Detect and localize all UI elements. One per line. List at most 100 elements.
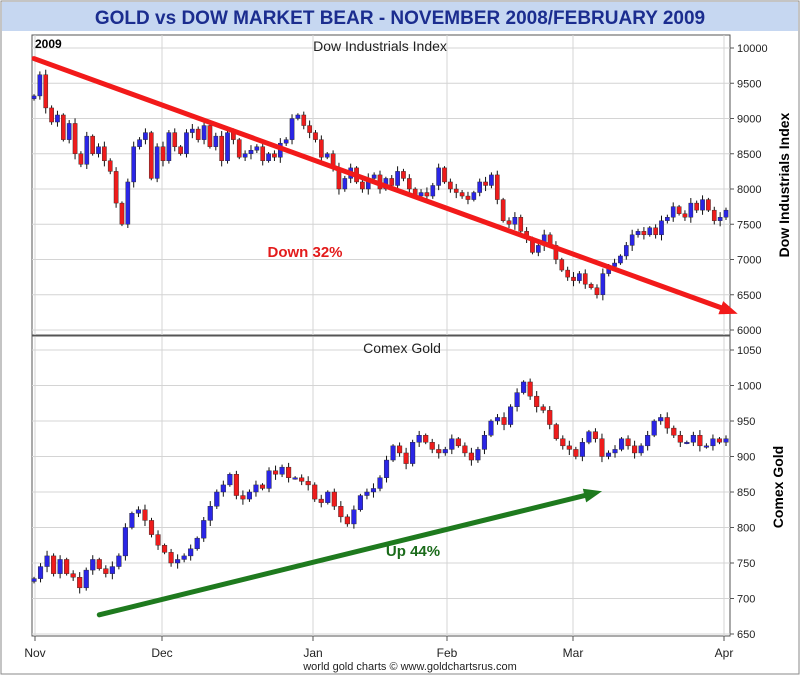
gold-candle <box>312 482 318 502</box>
dow-candle-body <box>102 146 107 161</box>
dow-candle-body <box>360 181 365 190</box>
gold-candle <box>521 380 527 395</box>
dow-candle <box>582 269 588 289</box>
gold-candle <box>553 422 559 441</box>
dow-candle-body <box>395 171 400 186</box>
gold-candle <box>201 516 207 542</box>
gold-candle-body <box>292 477 298 480</box>
dow-candle <box>494 170 500 205</box>
x-tick-label: Jan <box>303 646 322 660</box>
dow-candle <box>236 137 242 160</box>
gold-candle <box>233 470 239 500</box>
dow-candle-body <box>389 178 395 186</box>
gold-candle-body <box>96 559 102 569</box>
gold-candle-body <box>658 417 664 422</box>
gold-candle <box>292 476 298 480</box>
dow-candle-body <box>430 185 436 197</box>
dow-candle <box>700 195 705 215</box>
dow-candle <box>72 118 78 160</box>
gold-candle <box>168 548 174 567</box>
dow-candle-body <box>635 231 641 236</box>
gold-y-axis-label: Comex Gold <box>770 446 786 528</box>
gold-arrow-head <box>582 488 602 503</box>
gold-candle-body <box>455 438 461 447</box>
gold-candle-body <box>246 491 252 500</box>
x-tick-label: Mar <box>563 646 584 660</box>
gold-candle-body <box>521 381 527 393</box>
dow-candle <box>172 128 178 152</box>
gold-candle <box>527 378 533 400</box>
dow-candle <box>653 224 658 239</box>
gold-candle <box>325 490 331 505</box>
gold-candle <box>455 437 461 448</box>
dow-candle-body <box>401 171 406 179</box>
gold-candle <box>547 406 553 430</box>
dow-candle <box>143 128 148 145</box>
gold-candle-body <box>638 445 644 454</box>
dow-candle <box>465 191 471 205</box>
dow-candle <box>629 229 635 251</box>
dow-candle <box>600 268 606 301</box>
gold-candle-body <box>135 509 142 514</box>
dow-candle-body <box>477 181 483 193</box>
dow-candle <box>512 212 518 230</box>
gold-candle <box>579 438 585 462</box>
dow-candle <box>66 120 72 144</box>
dow-candle-body <box>160 146 166 161</box>
dow-candle-body <box>659 220 664 236</box>
dow-candle-body <box>448 181 453 190</box>
gold-candle-body <box>51 555 57 574</box>
dow-candle <box>248 145 254 160</box>
gold-candle <box>351 505 357 529</box>
gold-candle-body <box>253 484 259 493</box>
dow-candle <box>96 143 101 158</box>
gold-candle-body <box>645 435 651 447</box>
gold-candle <box>475 446 481 463</box>
gold-candle <box>403 447 409 470</box>
gold-candle-body <box>370 488 377 493</box>
gold-candle-body <box>44 555 50 567</box>
gold-candle <box>703 443 709 449</box>
gold-candle <box>70 570 76 581</box>
dow-candle-body <box>37 74 43 97</box>
gold-candle <box>272 465 279 480</box>
gold-y-tick-label: 800 <box>737 523 755 535</box>
gold-candle <box>305 476 311 491</box>
gold-candle-body <box>671 427 677 436</box>
dow-candle-body <box>588 283 594 288</box>
gold-candle <box>227 472 233 487</box>
dow-candle <box>401 168 406 182</box>
page-title: GOLD vs DOW MARKET BEAR - NOVEMBER 2008/… <box>95 8 705 29</box>
dow-candle-body <box>500 199 506 221</box>
dow-candle-body <box>706 199 711 211</box>
gold-candle <box>645 430 651 451</box>
dow-candle <box>283 137 289 146</box>
dow-candle <box>670 202 676 222</box>
gold-candle-body <box>168 552 174 564</box>
gold-candle-body <box>429 442 435 450</box>
gold-candle-body <box>142 509 148 521</box>
gold-y-tick-label: 1000 <box>737 381 761 393</box>
gold-candle-body <box>357 495 363 510</box>
gold-candle-body <box>194 537 200 550</box>
gold-candle-body <box>305 481 311 486</box>
gold-candle <box>377 475 383 492</box>
dow-candle-body <box>711 209 717 221</box>
gold-candle <box>618 437 625 452</box>
dow-y-ticks: 6000 6500 7000 7500 8000 8500 9000 9500 10000 <box>730 43 768 337</box>
dow-candle-body <box>213 135 219 147</box>
gold-candle-body <box>573 449 579 457</box>
gold-candle-body <box>697 435 703 447</box>
gold-candle-body <box>618 438 625 450</box>
gold-candle <box>142 504 148 527</box>
x-axis-months: Nov Dec Jan Feb Mar Apr <box>24 636 733 660</box>
gold-candle <box>658 414 664 425</box>
dow-candle <box>360 178 365 193</box>
gold-y-tick-label: 750 <box>737 558 755 570</box>
gold-panel-title: Comex Gold <box>363 340 441 356</box>
dow-y-tick-label: 6500 <box>737 290 761 302</box>
dow-candle-body <box>459 192 465 197</box>
dow-candle-body <box>571 276 576 281</box>
gold-candle-body <box>64 559 70 574</box>
dow-y-tick-label: 8000 <box>737 184 761 196</box>
